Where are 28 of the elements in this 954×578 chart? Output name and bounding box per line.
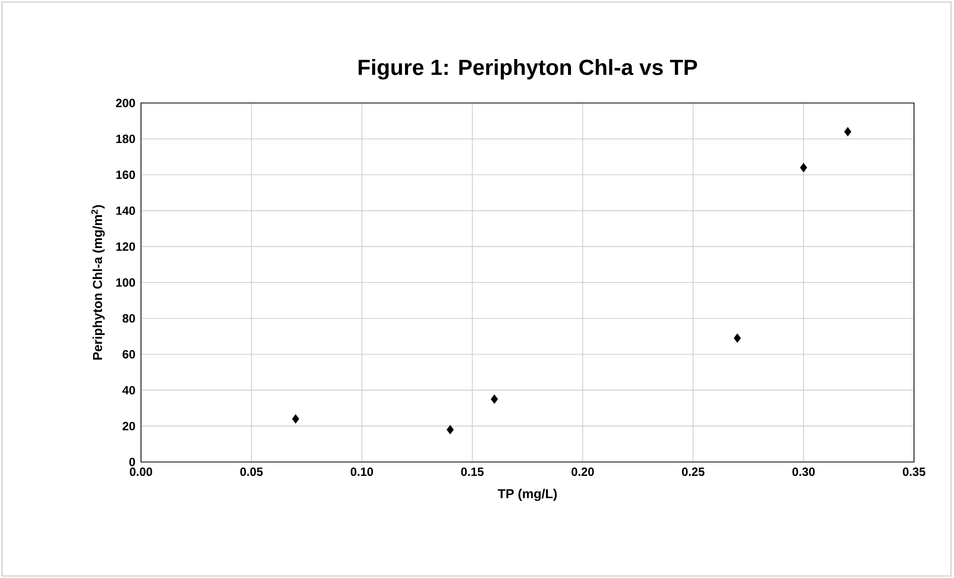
y-tick-label: 60 [122,350,136,359]
y-tick-label: 40 [122,386,136,394]
y-axis-title: Periphyton Chl-a (mg/m$^{2}$) [91,205,105,360]
y-tick-label: 80 [122,314,136,323]
y-tick-label: 180 [116,134,135,144]
point [800,162,808,172]
point [734,333,741,343]
point [292,414,300,424]
y-tick-label: 200 [116,98,135,108]
y-tick-label: 100 [116,278,135,287]
x-tick-label: 0.05 [240,468,263,476]
y-tick-label: 0 [129,458,136,466]
y-tick-label: 120 [116,242,135,251]
x-tick-label: 0.35 [902,468,926,476]
point [844,127,852,136]
x-tick-label: 0.20 [572,468,594,476]
x-tick-label: 0.10 [350,468,374,476]
x-tick-label: 0.15 [461,468,484,476]
x-tick-label: 0.00 [130,468,152,476]
x-tick-label: 0.30 [792,468,815,476]
x-axis-title: TP (mg/L) [498,488,557,501]
point [490,394,498,404]
point [446,424,454,434]
x-tick-label: 0.25 [682,468,704,476]
y-tick-label: 20 [122,422,136,430]
y-tick-label: 160 [116,170,135,180]
chart-title: Figure 1: Periphyton Chl-a vs TP [358,59,698,80]
y-tick-label: 140 [116,206,135,215]
